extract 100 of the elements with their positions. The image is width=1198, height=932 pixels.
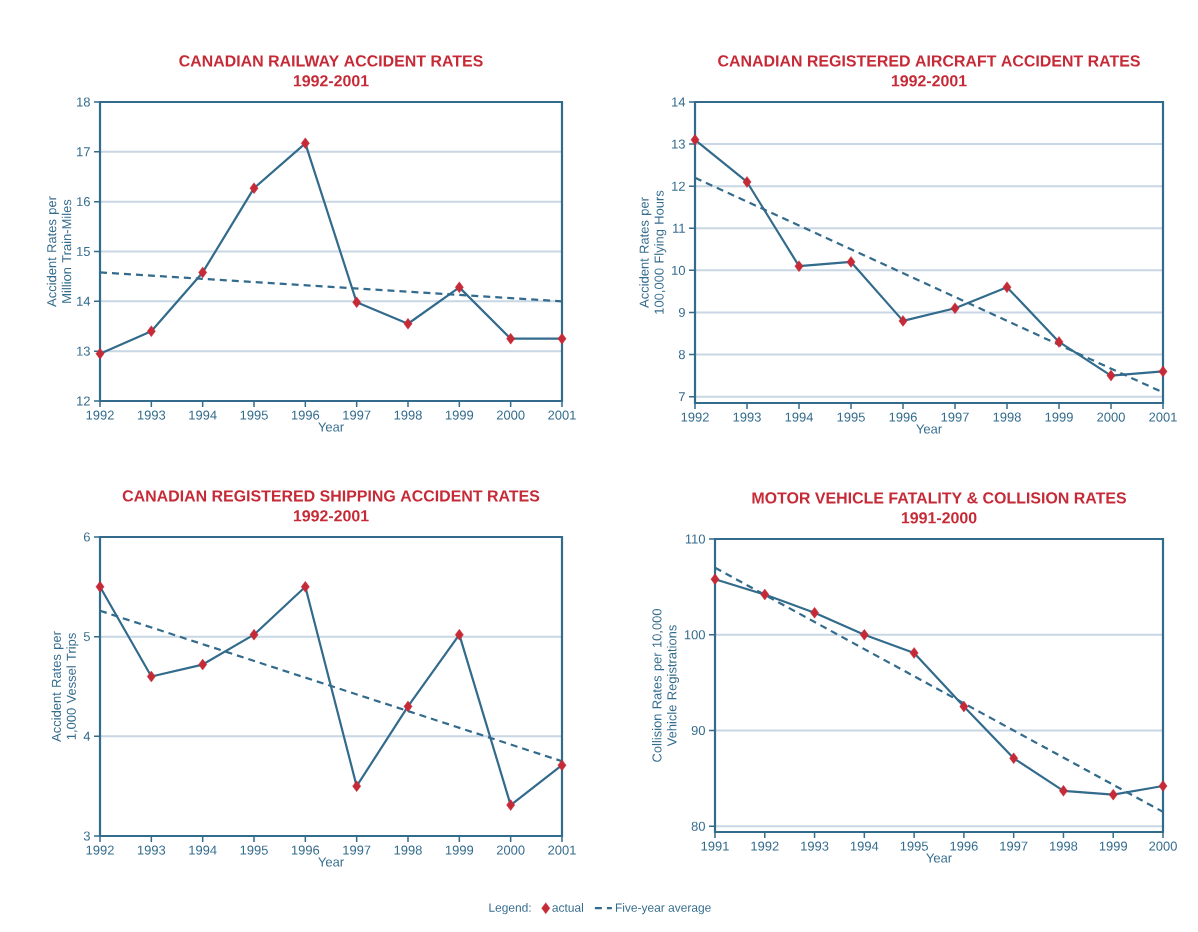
y-tick-label: 14 xyxy=(77,296,91,306)
y-tick-label: 3 xyxy=(83,831,90,841)
y-tick-label: 9 xyxy=(678,307,685,318)
point xyxy=(249,182,259,194)
y-tick-label: 17 xyxy=(77,147,90,157)
point xyxy=(959,700,969,713)
point xyxy=(1054,336,1064,348)
x-tick-label: 1994 xyxy=(850,841,879,851)
x-tick-label: 1993 xyxy=(733,412,761,422)
point xyxy=(95,581,105,593)
chart-subtitle: 1992-2001 xyxy=(293,75,369,87)
point xyxy=(760,588,770,601)
point xyxy=(1108,788,1118,801)
y-tick-label: 16 xyxy=(77,197,90,207)
x-tick-label: 2000 xyxy=(1097,412,1125,422)
x-tick-label: 1999 xyxy=(445,845,474,855)
y-tick-label: 13 xyxy=(672,139,685,149)
x-tick-label: 1998 xyxy=(993,412,1021,422)
y-tick-label: 12 xyxy=(77,396,90,406)
point xyxy=(846,256,856,268)
y-tick-label: 14 xyxy=(672,97,686,107)
point xyxy=(557,332,567,345)
legend-title: Legend: xyxy=(489,903,531,915)
y-axis-title: Accident Rates per Million Train-Miles xyxy=(46,196,72,307)
x-tick-label: 1993 xyxy=(801,841,829,851)
x-tick-label: 1997 xyxy=(343,845,371,855)
x-axis-title: Year xyxy=(926,853,952,863)
point xyxy=(1106,369,1116,382)
x-tick-label: 1995 xyxy=(900,841,928,851)
point xyxy=(1158,365,1168,378)
y-tick-label: 18 xyxy=(77,97,90,107)
x-tick-label: 1998 xyxy=(394,410,422,420)
chart-title: CANADIAN RAILWAY ACCIDENT RATES xyxy=(179,55,483,67)
point xyxy=(810,607,819,619)
x-tick-label: 2001 xyxy=(548,410,576,420)
point xyxy=(249,628,259,641)
x-tick-label: 1999 xyxy=(1099,841,1128,851)
y-axis-title: Accident Rates per 1,000 Vessel Trips xyxy=(51,631,79,742)
x-tick-label: 1992 xyxy=(86,845,114,855)
y-tick-label: 10 xyxy=(672,265,686,275)
point xyxy=(794,260,804,272)
legend-label: Five-year average xyxy=(615,903,711,915)
point xyxy=(506,799,515,811)
x-tick-label: 1996 xyxy=(950,841,978,851)
x-tick-label: 1992 xyxy=(681,412,709,422)
x-tick-label: 1997 xyxy=(1000,841,1028,851)
chart-subtitle: 1992-2001 xyxy=(891,75,967,87)
y-tick-label: 4 xyxy=(83,731,91,741)
x-tick-label: 1997 xyxy=(343,410,371,420)
x-tick-label: 1995 xyxy=(240,410,268,420)
x-tick-label: 1995 xyxy=(240,845,268,855)
x-tick-label: 1999 xyxy=(1045,412,1073,422)
y-tick-label: 110 xyxy=(685,534,705,544)
x-tick-label: 2001 xyxy=(548,845,576,855)
point xyxy=(557,759,567,771)
point xyxy=(403,700,413,713)
y-tick-label: 12 xyxy=(672,181,685,191)
x-tick-label: 1998 xyxy=(394,845,422,855)
point xyxy=(950,302,960,314)
x-tick-label: 1998 xyxy=(1050,841,1078,851)
point xyxy=(909,647,919,659)
x-tick-label: 2001 xyxy=(1149,412,1177,422)
chart-title: CANADIAN REGISTERED AIRCRAFT ACCIDENT RATES xyxy=(718,55,1140,67)
x-tick-label: 1997 xyxy=(941,412,969,422)
x-tick-label: 1996 xyxy=(889,412,917,422)
chart-subtitle: 1992-2001 xyxy=(293,510,369,522)
x-axis-title: Year xyxy=(916,424,942,434)
x-tick-label: 1996 xyxy=(291,410,320,420)
y-tick-label: 13 xyxy=(77,346,90,356)
point xyxy=(403,318,413,330)
point xyxy=(742,176,752,188)
chart-title: CANADIAN REGISTERED SHIPPING ACCIDENT RATES xyxy=(122,490,540,502)
point xyxy=(95,347,105,360)
y-tick-label: 5 xyxy=(83,632,90,642)
point xyxy=(301,581,310,593)
y-axis-title: Accident Rates per 100,000 Flying Hours xyxy=(639,190,667,314)
x-tick-label: 1994 xyxy=(785,412,814,422)
point xyxy=(710,573,720,585)
x-tick-label: 1994 xyxy=(189,410,217,420)
x-tick-label: 1992 xyxy=(86,410,114,420)
point xyxy=(690,134,700,146)
x-tick-label: 1999 xyxy=(445,410,474,420)
x-tick-label: 2000 xyxy=(496,845,525,855)
y-tick-label: 8 xyxy=(678,349,685,360)
x-tick-label: 1991 xyxy=(701,841,729,851)
y-tick-label: 11 xyxy=(673,223,685,233)
legend-label: actual xyxy=(552,903,583,912)
point xyxy=(352,780,361,792)
y-tick-label: 7 xyxy=(678,392,685,402)
chart-title: MOTOR VEHICLE FATALITY & COLLISION RATES xyxy=(752,492,1126,504)
chart-subtitle: 1991-2000 xyxy=(901,512,977,524)
x-tick-label: 1996 xyxy=(291,845,320,855)
point xyxy=(1059,785,1068,797)
y-tick-label: 80 xyxy=(691,821,705,831)
x-tick-label: 1993 xyxy=(137,845,166,855)
point xyxy=(1158,780,1168,792)
point xyxy=(147,325,156,337)
x-tick-label: 2000 xyxy=(496,410,525,420)
point xyxy=(1002,281,1012,293)
y-tick-label: 100 xyxy=(684,630,705,640)
